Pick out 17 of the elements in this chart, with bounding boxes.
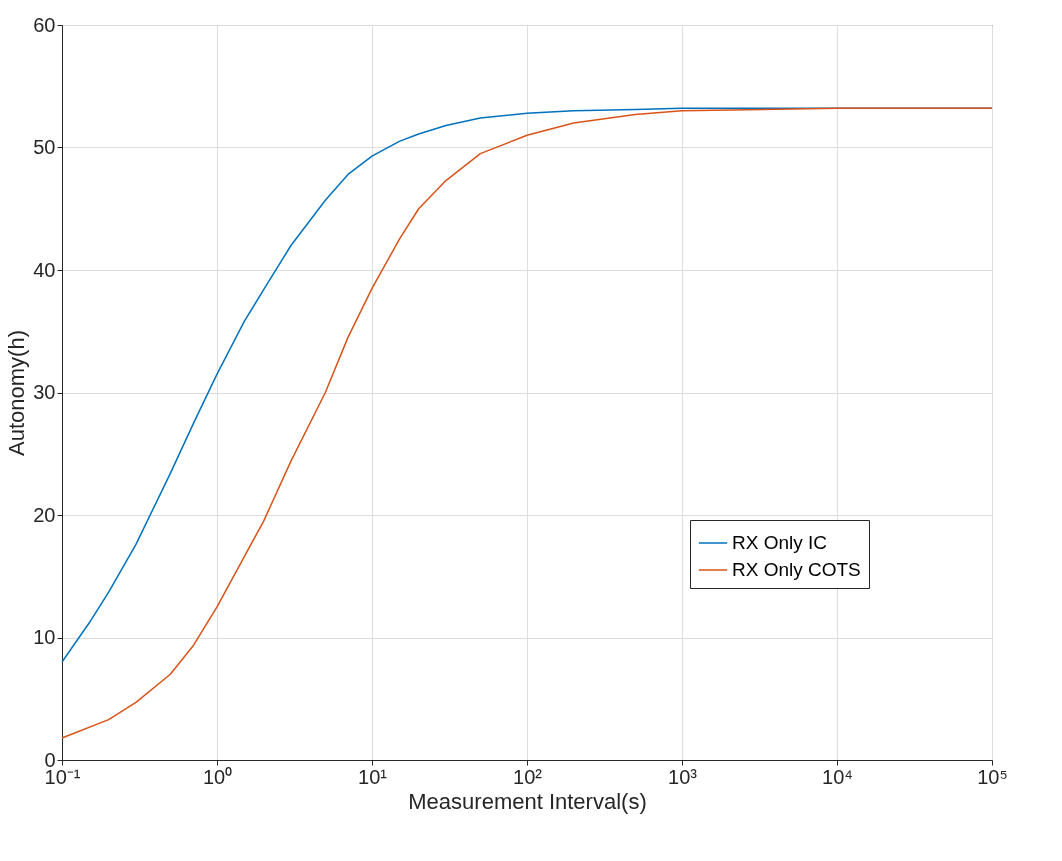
y-tick-label: 10 [33,626,56,648]
x-tick-label: 10² [513,765,543,788]
y-tick-label: 30 [33,381,56,403]
y-tick-label: 50 [33,136,56,158]
x-axis-title: Measurement Interval(s) [408,788,647,814]
legend-label: RX Only IC [732,532,828,553]
y-tick-label: 0 [44,748,56,771]
y-tick-label: 60 [33,13,56,36]
y-tick-label: 40 [33,258,56,281]
x-tick-label: 10¹ [358,765,388,788]
y-axis-title: Autonomy(h) [4,330,30,456]
x-tick-label: 10⁴ [822,765,853,788]
legend-label: RX Only COTS [732,559,861,580]
x-tick-label: 10³ [668,765,698,788]
x-tick-label: 10⁵ [977,765,1008,788]
x-tick-label: 10⁰ [202,765,233,788]
y-tick-label: 20 [33,503,56,526]
